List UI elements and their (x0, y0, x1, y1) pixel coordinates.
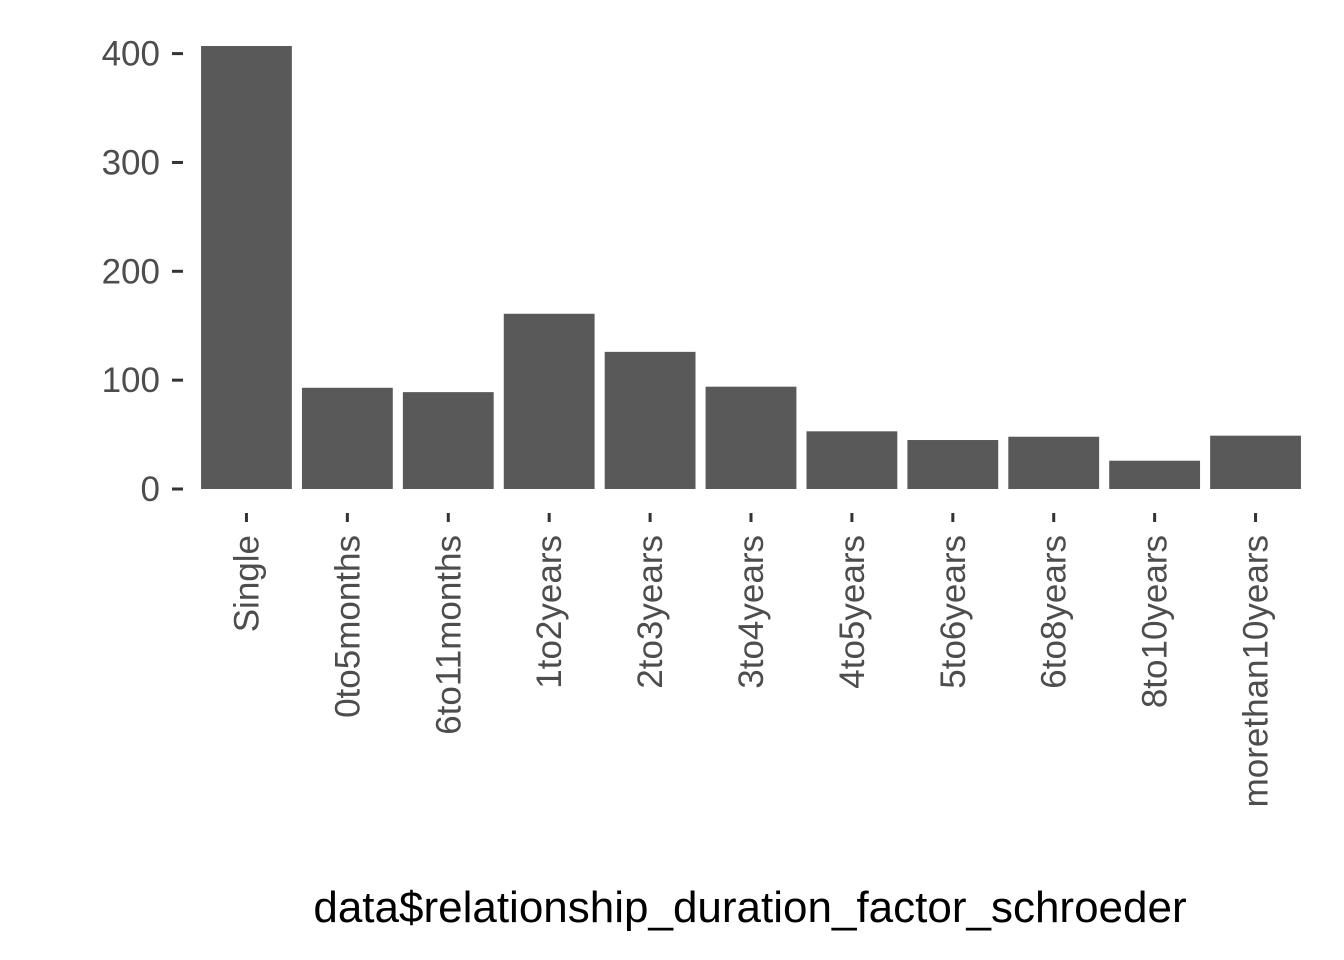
bar-0to5months (301, 387, 393, 489)
x-tick-label: 1to2years (530, 535, 569, 689)
x-axis: Single 0to5months 6to11months 1to2years 2to3… (227, 513, 1276, 807)
bar-Single (201, 46, 292, 489)
x-tick-label: 3to4years (732, 535, 771, 689)
x-tick-label: 0to5months (328, 535, 367, 718)
y-axis: 0 100 200 300 400 (102, 35, 183, 509)
y-tick-label: 400 (102, 35, 160, 74)
bar-4to5years (806, 431, 898, 489)
x-tick-label: 8to10years (1136, 535, 1175, 708)
y-tick-label: 0 (141, 470, 160, 509)
y-tick-label: 100 (102, 361, 160, 400)
x-tick-label: Single (227, 535, 266, 632)
bar-8to10years (1109, 460, 1201, 489)
x-tick-label: 4to5years (833, 535, 872, 689)
x-tick-label: 6to11months (429, 535, 468, 735)
bar-morethan10years (1210, 435, 1301, 489)
x-tick-label: 5to6years (934, 535, 973, 689)
bar-6to8years (1008, 436, 1100, 489)
y-tick-label: 300 (102, 143, 160, 182)
x-tick-label: 2to3years (631, 535, 670, 689)
bar-6to11months (402, 392, 494, 489)
bars (201, 46, 1301, 489)
x-tick-label: 6to8years (1035, 535, 1074, 689)
x-axis-title: data$relationship_duration_factor_schroe… (313, 883, 1186, 932)
bar-1to2years (503, 313, 595, 489)
bar-5to6years (907, 440, 999, 489)
bar-3to4years (705, 386, 797, 489)
x-tick-label: morethan10years (1237, 535, 1276, 807)
bar-2to3years (604, 351, 696, 489)
y-tick-label: 200 (102, 252, 160, 291)
